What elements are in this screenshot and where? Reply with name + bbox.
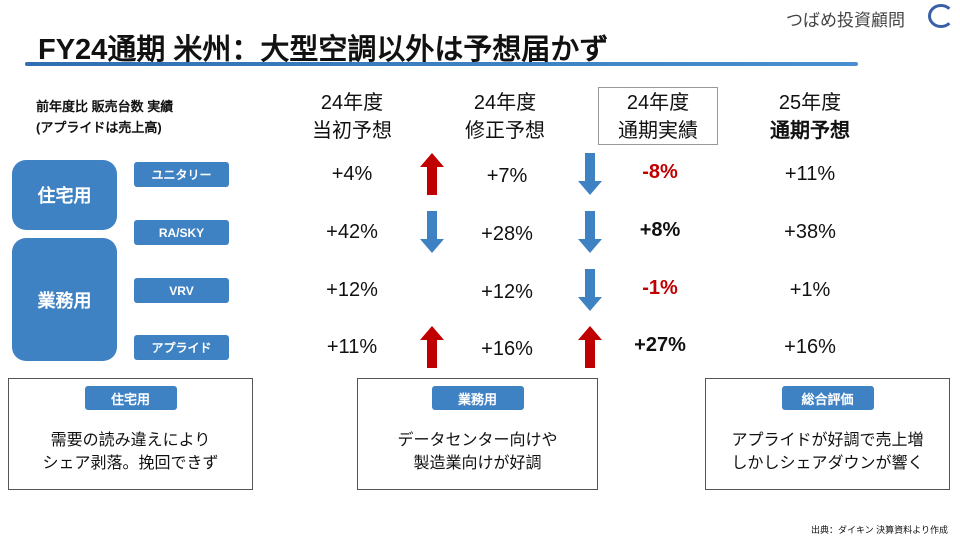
value-revised: +7% [486,165,528,187]
row-label: ユニタリー [134,162,229,187]
value-actual: -1% [642,277,678,299]
value-actual: -8% [642,161,678,183]
col-header-actual: 24年度 通期実績 [618,92,698,142]
value-initial: +42% [326,221,378,243]
value-fy25: +38% [784,221,836,243]
title-underline [25,62,858,66]
highlight-box [598,87,718,145]
card-tab: 総合評価 [781,386,874,410]
col-header-revised: 24年度 修正予想 [465,92,545,142]
arrow-up-icon [578,326,602,368]
logo: つばめ投資顧問 [786,11,905,31]
card-residential: 住宅用 需要の読み違えにより シェア剥落。挽回できず [8,378,253,490]
value-revised: +28% [481,223,533,245]
table-note: 前年度比 販売台数 実績 (アプライドは売上高) [36,96,173,138]
arrow-down-icon [578,211,602,253]
card-tab: 業務用 [431,386,524,410]
value-initial: +12% [326,279,378,301]
category-residential: 住宅用 [12,160,117,230]
swallow-logo-icon [928,4,954,28]
page-title: FY24通期 米州：大型空調以外は予想届かず [38,34,609,66]
row-label: VRV [134,278,229,303]
value-fy25: +11% [784,163,836,185]
category-commercial: 業務用 [12,238,117,361]
value-initial: +4% [331,163,373,185]
arrow-up-icon [420,326,444,368]
note-line1: 前年度比 販売台数 実績 [36,99,174,114]
card-tab: 住宅用 [84,386,177,410]
arrow-up-icon [420,153,444,195]
value-revised: +16% [481,338,533,360]
card-overall: 総合評価 アプライドが好調で売上増 しかしシェアダウンが響く [705,378,950,490]
row-label: RA/SKY [134,220,229,245]
value-actual: +8% [639,219,681,241]
arrow-down-icon [420,211,444,253]
value-fy25: +16% [784,336,836,358]
note-line2: (アプライドは売上高) [36,120,162,135]
card-commercial: 業務用 データセンター向けや 製造業向けが好調 [357,378,598,490]
col-header-fy25: 25年度 通期予想 [770,92,850,142]
arrow-down-icon [578,269,602,311]
value-fy25: +1% [789,279,831,301]
value-revised: +12% [481,281,533,303]
value-initial: +11% [326,336,378,358]
arrow-down-icon [578,153,602,195]
source-note: 出典：ダイキン 決算資料より作成 [810,525,948,535]
col-header-initial: 24年度 当初予想 [312,92,392,142]
row-label: アプライド [134,335,229,360]
value-actual: +27% [634,334,686,356]
